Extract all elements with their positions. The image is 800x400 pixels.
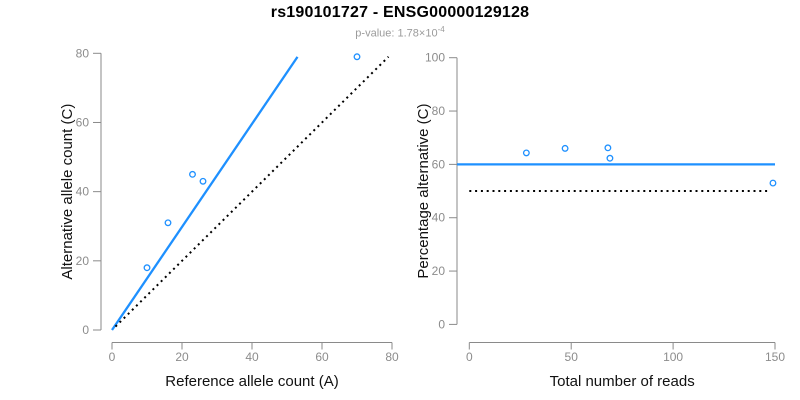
y-axis xyxy=(93,52,102,331)
data-point xyxy=(769,179,777,187)
y-axis-title: Percentage alternative (C) xyxy=(415,104,432,279)
data-point xyxy=(606,154,614,162)
tick-labels: 0 20 40 60 80 0 20 40 60 80 xyxy=(76,46,399,364)
x-axis xyxy=(111,342,393,350)
data-point xyxy=(199,177,207,185)
x-tick-label: 100 xyxy=(663,350,683,364)
x-tick-label: 50 xyxy=(565,350,579,364)
x-axis xyxy=(468,342,776,350)
identity-line xyxy=(114,56,390,328)
y-axis xyxy=(449,57,458,325)
p-value-text: p-value: 1.78×10 xyxy=(355,27,438,40)
data-point xyxy=(353,53,361,61)
figure-subtitle: p-value: 1.78×10-4 xyxy=(0,25,800,40)
y-tick-label: 60 xyxy=(76,115,90,129)
x-tick-label: 20 xyxy=(175,350,189,364)
data-points xyxy=(143,53,361,272)
x-tick-label: 60 xyxy=(315,350,329,364)
y-tick-label: 20 xyxy=(432,264,446,278)
figure-title: rs190101727 - ENSG00000129128 xyxy=(270,4,530,21)
data-points xyxy=(522,144,777,187)
x-axis-title: Total number of reads xyxy=(550,373,695,390)
y-tick-label: 60 xyxy=(432,157,446,171)
data-point xyxy=(164,219,172,227)
fitted-line xyxy=(111,56,299,331)
data-point xyxy=(189,170,196,178)
y-tick-label: 100 xyxy=(425,51,445,65)
data-point xyxy=(561,144,569,152)
y-tick-label: 80 xyxy=(432,104,446,118)
tick-labels: 0 50 100 150 0 20 40 60 80 100 xyxy=(425,51,785,364)
p-value-exponent: -4 xyxy=(437,25,445,34)
x-tick-label: 0 xyxy=(109,350,116,364)
x-tick-label: 80 xyxy=(385,350,399,364)
data-point xyxy=(143,264,151,272)
x-axis-title: Reference allele count (A) xyxy=(165,373,338,390)
plot-panel-left: 0 20 40 60 80 0 20 40 60 80 Reference allele count… xyxy=(59,46,399,390)
y-tick-label: 0 xyxy=(82,323,89,337)
y-tick-label: 80 xyxy=(76,46,90,60)
y-tick-label: 40 xyxy=(76,185,90,199)
plot-panel-right: 0 50 100 150 0 20 40 60 80 100 Total number of rea… xyxy=(415,51,785,390)
x-tick-label: 0 xyxy=(466,350,473,364)
y-tick-label: 40 xyxy=(432,211,446,225)
data-point xyxy=(522,149,530,157)
x-tick-label: 40 xyxy=(245,350,259,364)
y-axis-title: Alternative allele count (C) xyxy=(59,104,76,280)
y-tick-label: 0 xyxy=(438,317,445,331)
x-tick-label: 150 xyxy=(765,350,785,364)
data-point xyxy=(604,144,612,152)
y-tick-label: 20 xyxy=(76,254,90,268)
